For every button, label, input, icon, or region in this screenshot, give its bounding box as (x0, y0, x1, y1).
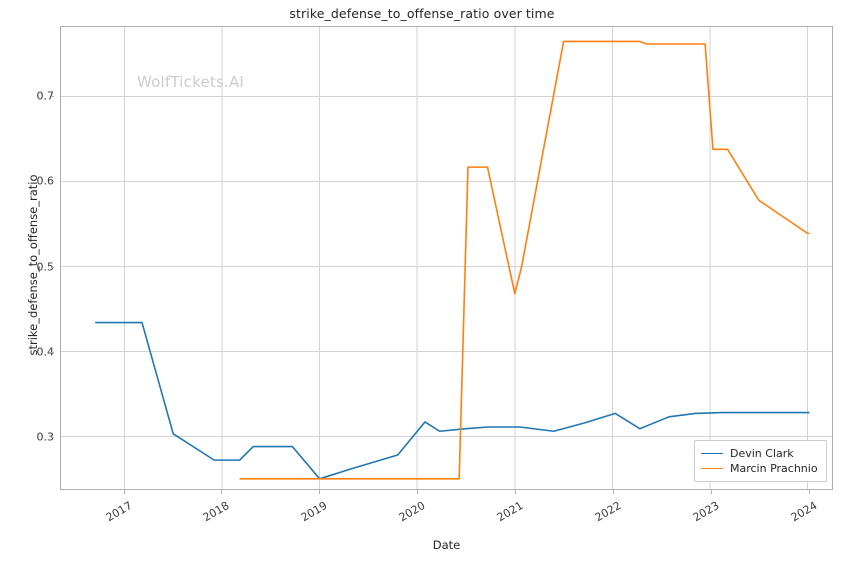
x-tick-mark (221, 490, 223, 494)
x-tick-label: 2024 (788, 499, 820, 525)
x-tick-mark (808, 490, 810, 494)
x-tick-label: 2017 (103, 499, 135, 525)
legend-entry-1: Devin Clark (701, 446, 818, 461)
x-tick-mark (417, 490, 419, 494)
legend-swatch-2 (701, 468, 723, 469)
legend-label-2: Marcin Prachnio (730, 462, 818, 475)
y-tick-label: 0.4 (36, 345, 55, 359)
chart-legend: Devin Clark Marcin Prachnio (694, 440, 827, 482)
y-tick-mark (50, 437, 54, 439)
y-tick-label: 0.3 (36, 430, 55, 444)
x-tick-label: 2022 (592, 499, 624, 525)
x-tick-label: 2018 (201, 499, 232, 525)
x-tick-mark (319, 490, 321, 494)
x-axis-label: Date (432, 538, 461, 552)
x-tick-mark (612, 490, 614, 494)
series-line-1 (95, 321, 810, 480)
x-tick-mark (710, 490, 712, 494)
y-tick-label: 0.6 (36, 174, 55, 188)
x-tick-label: 2020 (396, 499, 428, 525)
series-lines (95, 40, 810, 480)
y-tick-mark (50, 351, 54, 353)
y-axis-label: strike_defense_to_offense_ratio (26, 174, 40, 356)
y-tick-label: 0.7 (36, 89, 55, 103)
legend-label-1: Devin Clark (730, 447, 794, 460)
legend-swatch-1 (701, 453, 723, 454)
y-tick-mark (50, 266, 54, 268)
x-tick-label: 2023 (690, 499, 722, 525)
plot-area: WolfTickets.AI (60, 26, 833, 490)
x-tick-label: 2019 (299, 499, 330, 525)
chart-title: strike_defense_to_offense_ratio over tim… (289, 6, 555, 21)
legend-entry-2: Marcin Prachnio (701, 461, 818, 476)
y-axis: 0.3 0.4 0.5 0.6 0.7 (0, 26, 54, 490)
x-tick-mark (123, 490, 125, 494)
y-tick-label: 0.5 (36, 260, 55, 274)
y-tick-mark (50, 95, 54, 97)
x-tick-label: 2021 (494, 499, 526, 525)
x-tick-mark (514, 490, 516, 494)
series-line-2 (239, 40, 810, 480)
x-axis: 2017 2018 2019 2020 2021 2022 2023 2024 (60, 490, 833, 530)
y-tick-mark (50, 181, 54, 183)
